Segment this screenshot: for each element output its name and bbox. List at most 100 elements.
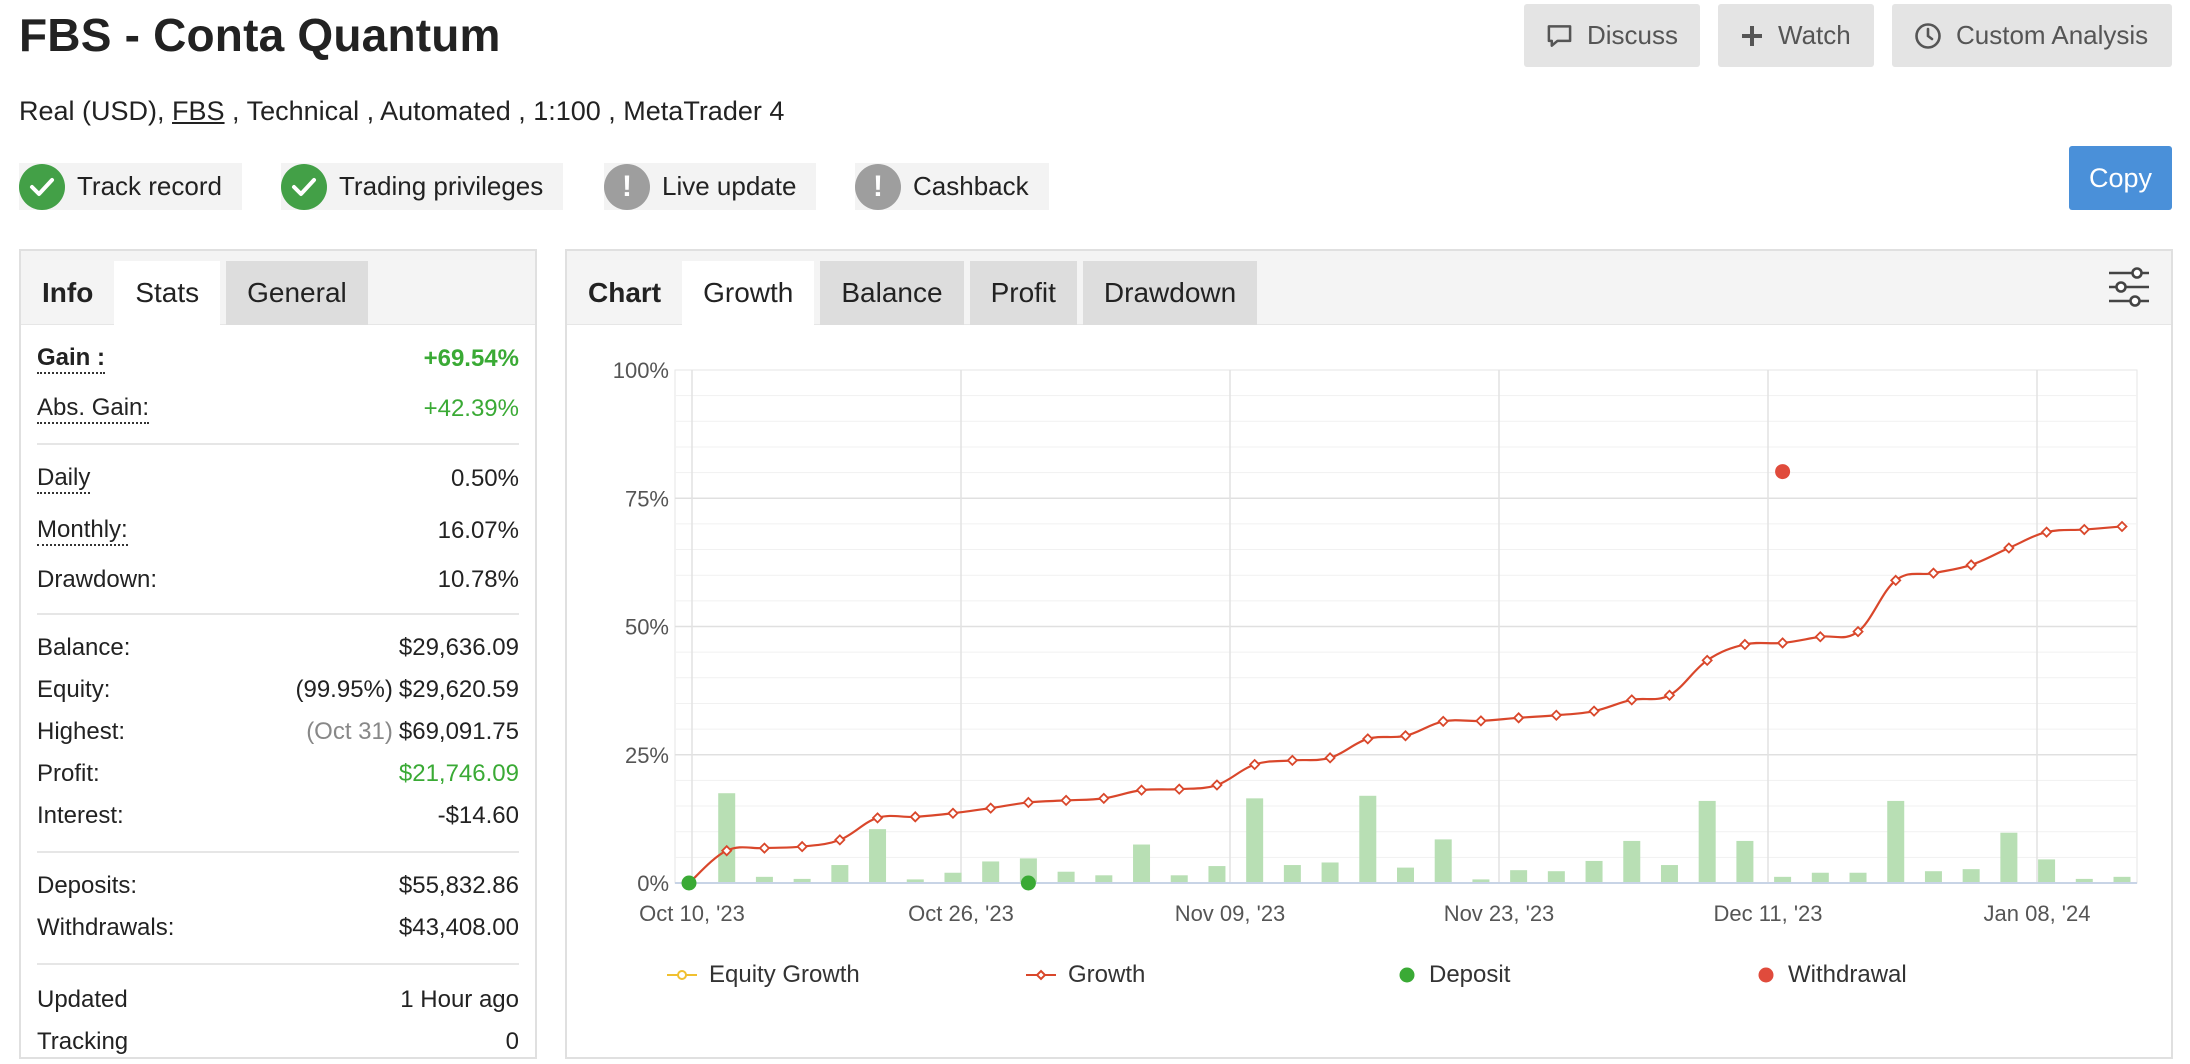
deposit-dot-icon — [1399, 967, 1415, 983]
legend-deposit[interactable]: Deposit — [1397, 961, 1510, 989]
profit-bar — [1774, 876, 1792, 883]
growth-point — [1965, 559, 1977, 571]
stats-list: Gain : +69.54% Abs. Gain: +42.39% Daily … — [21, 335, 535, 1063]
equity-line-icon — [667, 970, 697, 980]
profit-bar — [1811, 872, 1829, 883]
check-icon — [281, 163, 327, 210]
stat-interest: Interest: -$14.60 — [37, 795, 519, 837]
stat-label: Updated — [37, 986, 128, 1013]
custom-analysis-label: Custom Analysis — [1956, 20, 2149, 50]
divider — [37, 613, 519, 615]
tab-stats[interactable]: Stats — [114, 261, 221, 325]
growth-chart[interactable]: 0% 25% 50% 75% 100% Oct 10, '23 Oct 26, '23 Nov… — [567, 325, 2171, 965]
stat-deposits: Deposits: $55,832.86 — [37, 865, 519, 907]
legend-growth[interactable]: Growth — [1026, 961, 1145, 989]
tab-balance[interactable]: Balance — [820, 261, 964, 325]
account-subtitle: Real (USD), FBS , Technical , Automated … — [19, 96, 784, 127]
x-tick-label: Oct 26, '23 — [908, 901, 1014, 926]
profit-bar — [1397, 867, 1414, 883]
tab-growth[interactable]: Growth — [682, 261, 815, 325]
growth-point — [1173, 783, 1186, 795]
subtitle-prefix: Real (USD), — [19, 96, 173, 126]
profit-bar — [1057, 871, 1075, 883]
badge-track-record[interactable]: Track record — [19, 163, 242, 210]
stat-value: $55,832.86 — [398, 872, 519, 899]
stats-panel: Info Stats General Gain : +69.54% Abs. G… — [19, 249, 537, 1059]
stat-label[interactable]: Gain : — [37, 344, 106, 374]
stat-drawdown: Drawdown: 10.78% — [37, 557, 519, 603]
broker-link[interactable]: FBS — [172, 96, 225, 126]
profit-bar — [1736, 840, 1754, 883]
profit-bar — [793, 878, 811, 883]
divider — [37, 851, 519, 853]
withdrawal-point — [1775, 464, 1791, 480]
growth-point — [1098, 792, 1110, 805]
stat-label[interactable]: Daily — [37, 464, 91, 494]
badge-trading-privileges[interactable]: Trading privileges — [281, 163, 564, 210]
stats-tabs: Info Stats General — [21, 251, 535, 325]
profit-bar — [831, 865, 849, 883]
growth-point — [1286, 754, 1299, 767]
growth-point — [909, 811, 922, 823]
growth-point — [796, 840, 808, 853]
comment-icon — [1547, 24, 1572, 47]
stat-value: (Oct 31) $69,091.75 — [306, 718, 519, 746]
stat-value: (99.95%) $29,620.59 — [295, 676, 519, 704]
tab-drawdown[interactable]: Drawdown — [1082, 261, 1258, 325]
tab-chart[interactable]: Chart — [588, 277, 662, 308]
watch-label: Watch — [1778, 20, 1851, 50]
exclamation-icon: ! — [604, 163, 650, 210]
stat-value: 1 Hour ago — [400, 986, 519, 1013]
badge-live-update[interactable]: ! Live update — [604, 163, 817, 210]
stat-label: Deposits: — [37, 872, 138, 899]
profit-bar — [1283, 865, 1301, 883]
profit-bar — [1472, 879, 1490, 883]
growth-point — [1362, 733, 1374, 745]
stat-label[interactable]: Abs. Gain: — [37, 394, 150, 424]
legend-label: Growth — [1068, 961, 1146, 988]
watch-button[interactable]: Watch — [1718, 4, 1874, 67]
copy-button[interactable]: Copy — [2069, 146, 2172, 210]
stat-value: +69.54% — [423, 345, 519, 372]
profit-bar — [2075, 878, 2093, 883]
growth-point — [2078, 523, 2091, 536]
growth-point — [1211, 779, 1223, 791]
profit-bar — [869, 829, 887, 883]
stat-value: 10.78% — [437, 566, 519, 593]
legend-equity-growth[interactable]: Equity Growth — [667, 961, 860, 989]
custom-analysis-button[interactable]: Custom Analysis — [1892, 4, 2172, 67]
growth-point — [1022, 796, 1035, 809]
tab-info[interactable]: Info — [42, 277, 94, 308]
legend-withdrawal[interactable]: Withdrawal — [1756, 961, 1907, 989]
growth-point — [871, 812, 884, 824]
growth-point — [1399, 729, 1412, 742]
badge-cashback[interactable]: ! Cashback — [855, 163, 1049, 210]
stat-label: Drawdown: — [37, 566, 158, 593]
tab-profit[interactable]: Profit — [969, 261, 1077, 325]
profit-bar — [2038, 859, 2056, 883]
stat-value: +42.39% — [423, 395, 519, 422]
growth-point — [1739, 638, 1751, 651]
legend-label: Deposit — [1429, 961, 1511, 988]
stat-label[interactable]: Monthly: — [37, 516, 128, 546]
stat-value: $43,408.00 — [398, 914, 519, 941]
tab-general[interactable]: General — [226, 261, 368, 325]
chart-settings-icon[interactable] — [2107, 265, 2151, 314]
profit-bar — [1359, 795, 1377, 883]
stat-profit: Profit: $21,746.09 — [37, 753, 519, 795]
growth-point — [758, 842, 771, 854]
x-tick-label: Nov 09, '23 — [1175, 901, 1286, 926]
clock-icon — [1915, 22, 1941, 49]
profit-bar — [1246, 798, 1264, 883]
equity-amount: $29,620.59 — [398, 676, 519, 703]
growth-point — [1701, 654, 1713, 667]
growth-point — [1475, 715, 1487, 727]
y-tick-label: 0% — [637, 871, 669, 896]
divider — [37, 443, 519, 445]
profit-bar — [755, 876, 773, 883]
badge-label: Cashback — [913, 171, 1029, 201]
deposit-point — [681, 875, 697, 891]
x-tick-label: Dec 11, '23 — [1714, 901, 1823, 926]
discuss-button[interactable]: Discuss — [1524, 4, 1700, 67]
profit-bar — [1849, 872, 1867, 883]
